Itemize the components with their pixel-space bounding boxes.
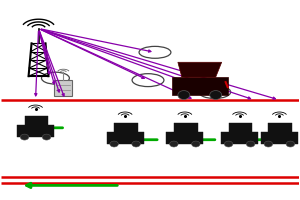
Ellipse shape [42, 134, 51, 140]
Ellipse shape [132, 141, 140, 147]
Bar [54, 80, 72, 96]
Bar [17, 125, 54, 137]
Ellipse shape [192, 141, 200, 147]
Bar [172, 77, 228, 95]
Bar [114, 123, 138, 133]
Bar [221, 132, 258, 144]
Ellipse shape [20, 134, 29, 140]
Polygon shape [178, 62, 222, 77]
Ellipse shape [210, 91, 222, 100]
Ellipse shape [224, 141, 233, 147]
Ellipse shape [169, 141, 178, 147]
Ellipse shape [178, 91, 190, 100]
Bar [174, 123, 197, 133]
Ellipse shape [264, 141, 273, 147]
Bar [166, 132, 203, 144]
Bar [268, 123, 292, 133]
Ellipse shape [246, 141, 255, 147]
Ellipse shape [286, 141, 295, 147]
Bar [106, 132, 144, 144]
Bar [25, 116, 48, 126]
Bar [261, 132, 298, 144]
Bar [229, 123, 252, 133]
Ellipse shape [110, 141, 118, 147]
